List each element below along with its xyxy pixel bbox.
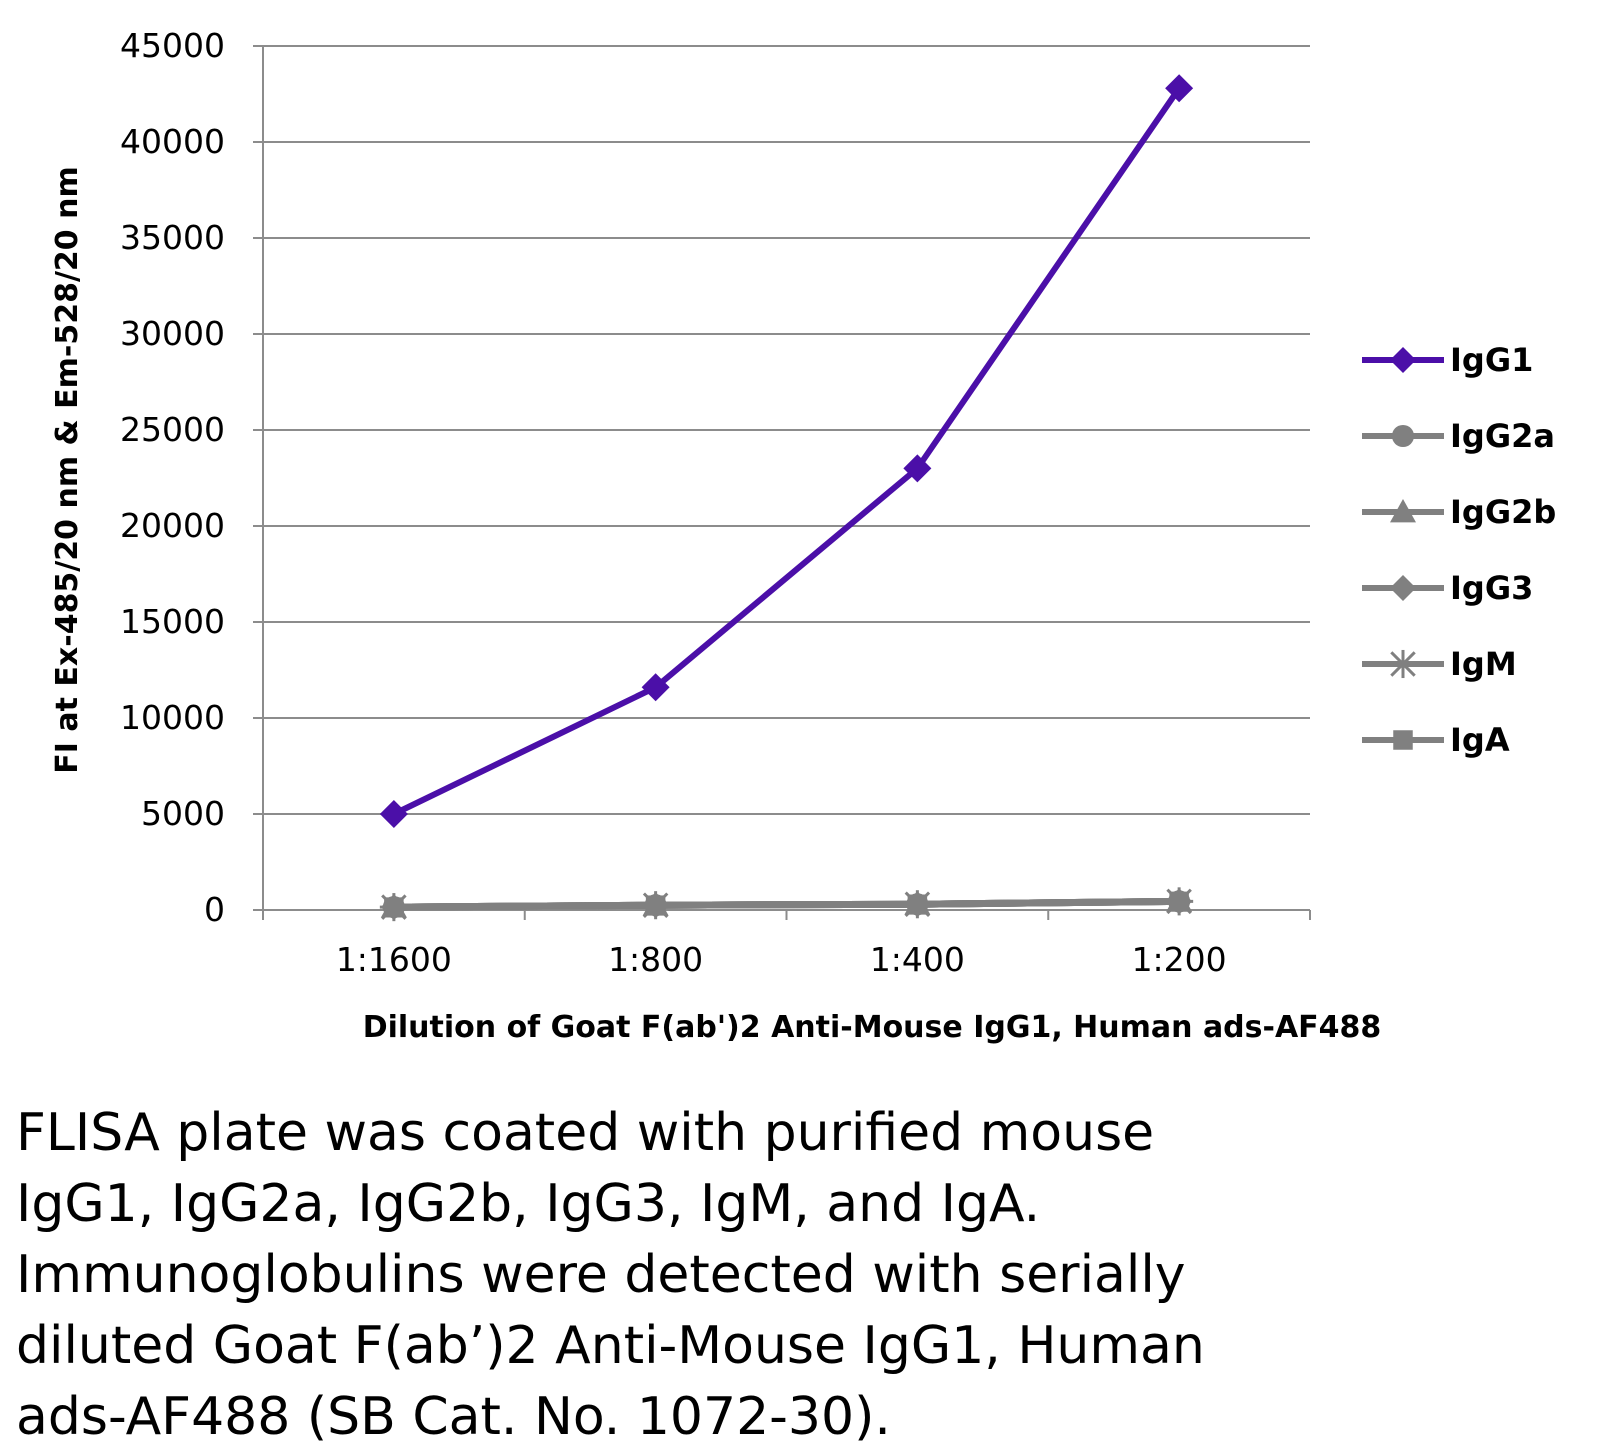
legend-marker-igg3: [1390, 575, 1416, 601]
legend-marker-igm: [1388, 649, 1418, 679]
data-point-igg1: [379, 800, 408, 828]
y-tick-label: 10000: [120, 698, 225, 737]
y-tick-label: 20000: [120, 506, 225, 545]
y-tick-label: 5000: [141, 794, 225, 833]
figure-caption: FLISA plate was coated with purified mou…: [16, 1098, 1576, 1453]
legend-marker-igg2b: [1390, 499, 1416, 523]
caption-line: FLISA plate was coated with purified mou…: [16, 1103, 1155, 1163]
gridlines: [263, 45, 1310, 815]
y-tick-label: 25000: [120, 410, 225, 449]
data-point-igg1: [903, 454, 932, 483]
data-point-igg2a: [906, 893, 929, 916]
y-tick-label: 35000: [120, 218, 225, 257]
y-tick-labels: 0 5000 10000 15000 20000 25000 30000 35000 40000…: [120, 26, 225, 929]
caption-line: ads-AF488 (SB Cat. No. 1072-30).: [16, 1387, 891, 1447]
x-tick-label: 1:1600: [336, 940, 452, 979]
legend-marker-igg2a: [1391, 424, 1415, 448]
x-tick-label: 1:400: [870, 940, 965, 979]
legend-label-igg1: IgG1: [1450, 341, 1533, 379]
axes: [253, 45, 1311, 920]
legend: IgG1 IgG2a IgG2b IgG3 IgM IgA: [1362, 341, 1556, 759]
x-tick-label: 1:200: [1132, 940, 1227, 979]
legend-marker-iga: [1393, 730, 1413, 750]
legend-label-igg3: IgG3: [1450, 569, 1533, 607]
y-tick-label: 45000: [120, 26, 225, 65]
legend-label-igm: IgM: [1450, 645, 1517, 683]
data-point-igg2a: [1168, 890, 1191, 913]
caption-line: diluted Goat F(ab’)2 Anti-Mouse IgG1, Hu…: [16, 1316, 1205, 1376]
series-line-igg1: [392, 86, 1182, 817]
y-tick-label: 15000: [120, 602, 225, 641]
x-axis-title: Dilution of Goat F(ab')2 Anti-Mouse IgG1…: [363, 1010, 1382, 1045]
series-line-igg2a: [393, 897, 1180, 911]
caption-line: IgG1, IgG2a, IgG2b, IgG3, IgM, and IgA.: [16, 1174, 1041, 1234]
y-tick-label: 0: [204, 890, 225, 929]
data-point-igg2a: [644, 894, 667, 917]
legend-label-iga: IgA: [1450, 721, 1510, 759]
legend-label-igg2a: IgG2a: [1450, 417, 1555, 455]
x-tick-labels: 1:1600 1:800 1:400 1:200: [336, 940, 1227, 979]
x-tick-label: 1:800: [608, 940, 703, 979]
data-point-igg2a: [382, 896, 405, 919]
caption-line: Immunoglobulins were detected with seria…: [16, 1245, 1186, 1305]
legend-label-igg2b: IgG2b: [1450, 493, 1556, 531]
line-chart: 0 5000 10000 15000 20000 25000 30000 35000 40000…: [50, 26, 1556, 1045]
data-point-igg1: [641, 673, 670, 702]
y-tick-label: 40000: [120, 122, 225, 161]
y-tick-label: 30000: [120, 314, 225, 353]
series-lines: [379, 74, 1194, 922]
y-axis-title: FI at Ex-485/20 nm & Em-528/20 nm: [50, 166, 85, 773]
data-point-igg1: [1165, 74, 1194, 103]
legend-marker-igg1: [1390, 347, 1416, 373]
